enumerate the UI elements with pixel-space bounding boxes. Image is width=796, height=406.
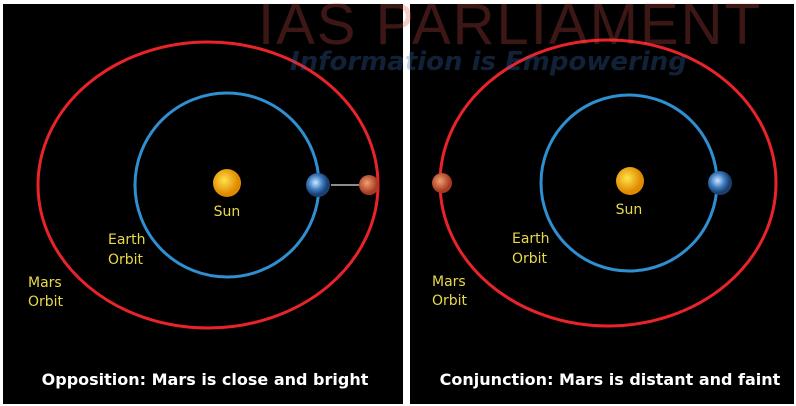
earth xyxy=(708,171,732,195)
sun xyxy=(213,169,241,197)
mars xyxy=(432,173,452,193)
diagram: Sun Earth Orbit Mars Orbit Opposition: M… xyxy=(0,0,796,406)
mars-orbit-label: Mars xyxy=(432,274,466,290)
earth-orbit-label: Earth xyxy=(512,231,550,247)
watermark: IAS PARLIAMENT Information is Empowering xyxy=(258,0,762,77)
sun-label: Sun xyxy=(214,204,241,220)
sun-label: Sun xyxy=(616,202,643,218)
earth xyxy=(306,173,330,197)
watermark-tagline: Information is Empowering xyxy=(290,47,687,77)
mars xyxy=(359,175,379,195)
sun xyxy=(616,167,644,195)
mars-orbit-label: Orbit xyxy=(28,294,64,310)
mars-orbit-label: Orbit xyxy=(432,293,468,309)
earth-orbit-label: Orbit xyxy=(512,251,548,267)
caption: Conjunction: Mars is distant and faint xyxy=(440,370,781,389)
earth-orbit-label: Orbit xyxy=(108,252,144,268)
mars-orbit-label: Mars xyxy=(28,275,62,291)
earth-orbit-label: Earth xyxy=(108,232,146,248)
caption: Opposition: Mars is close and bright xyxy=(42,370,369,389)
